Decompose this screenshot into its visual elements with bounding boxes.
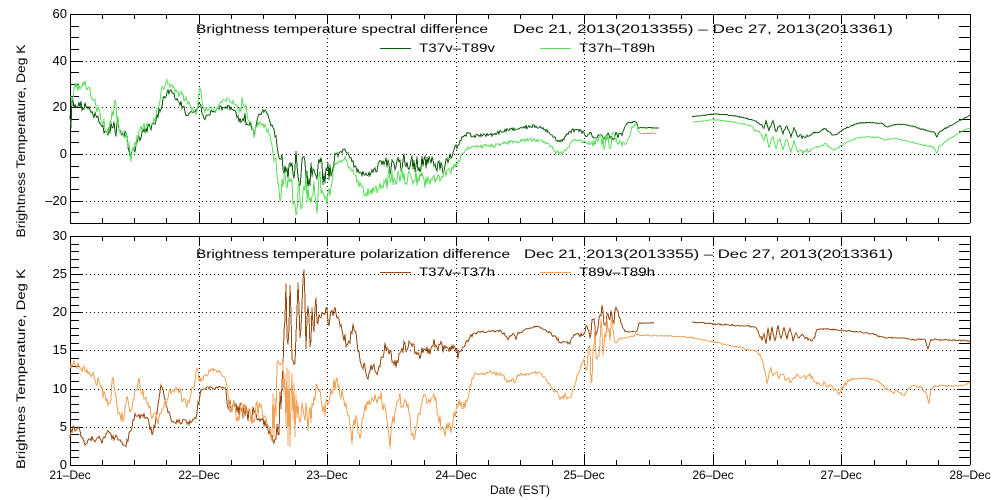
svg-text:10: 10 [53, 381, 67, 396]
svg-text:Brightness temperature polariz: Brightness temperature polarization diff… [196, 249, 510, 261]
svg-text:20: 20 [53, 304, 67, 319]
svg-text:5: 5 [60, 419, 67, 434]
svg-text:25: 25 [53, 266, 67, 281]
svg-text:Brightness Temperature, Deg K: Brightness Temperature, Deg K [16, 44, 28, 237]
svg-text:Dec 21, 2013(2013355) – Dec 27: Dec 21, 2013(2013355) – Dec 27, 2013(201… [513, 24, 893, 36]
svg-text:0: 0 [60, 146, 67, 161]
svg-text:22–Dec: 22–Dec [178, 468, 219, 482]
svg-text:–20: –20 [45, 193, 67, 208]
svg-text:27–Dec: 27–Dec [820, 468, 861, 482]
svg-text:Date (EST): Date (EST) [490, 483, 550, 497]
svg-text:25–Dec: 25–Dec [563, 468, 604, 482]
svg-text:20: 20 [53, 99, 67, 114]
svg-text:T37v–T89v: T37v–T89v [419, 41, 495, 55]
svg-text:40: 40 [53, 53, 67, 68]
svg-text:T89v–T89h: T89v–T89h [579, 265, 655, 279]
svg-text:T37h–T89h: T37h–T89h [579, 41, 655, 55]
svg-text:26–Dec: 26–Dec [692, 468, 733, 482]
svg-text:28–Dec: 28–Dec [949, 468, 990, 482]
svg-text:0: 0 [60, 457, 67, 472]
svg-text:15: 15 [53, 342, 67, 357]
svg-text:30: 30 [53, 228, 67, 243]
svg-text:60: 60 [53, 6, 67, 21]
svg-text:T37v–T37h: T37v–T37h [419, 265, 495, 279]
svg-text:24–Dec: 24–Dec [435, 468, 476, 482]
svg-text:Dec 21, 2013(2013355) – Dec 27: Dec 21, 2013(2013355) – Dec 27, 2013(201… [524, 249, 893, 261]
svg-text:23–Dec: 23–Dec [306, 468, 347, 482]
svg-text:Brightness temperature spectra: Brightness temperature spectral differen… [196, 24, 488, 36]
svg-text:Brightnes Temperature, Deg K: Brightnes Temperature, Deg K [16, 269, 28, 469]
svg-text:21–Dec: 21–Dec [49, 468, 90, 482]
